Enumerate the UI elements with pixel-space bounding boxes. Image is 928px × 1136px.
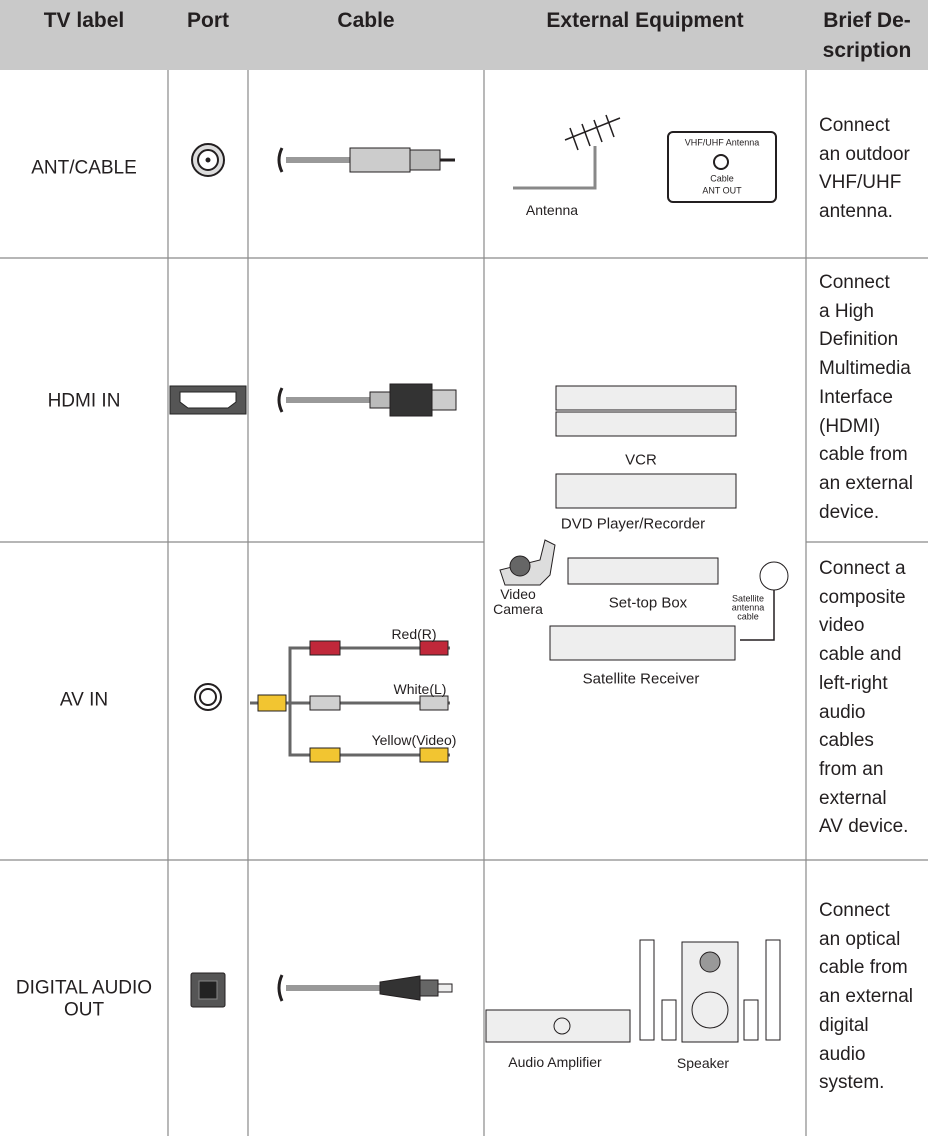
equipment-label: DVD Player/Recorder [560,515,706,533]
description-line: Connect [819,115,890,136]
tv-label: ANT/CABLE [31,157,137,179]
description-line: Connect [819,900,890,921]
equipment-label: Speaker [676,1055,730,1071]
cable-label: White(L) [393,681,447,697]
description-line: cable from [819,444,908,466]
description-line: Connect [819,272,890,293]
equipment-label: Satellite Receiver [582,670,700,688]
header-cell: TV label [43,9,125,32]
description-line: system. [819,1072,885,1094]
description-line: from an [819,758,884,780]
description-line: video [819,615,865,637]
description-line: cable and [819,644,902,666]
description-line: external [819,787,887,809]
equipment-label: Satellite [731,593,765,604]
equipment-label: ANT OUT [702,185,742,196]
equipment-label: Cable [710,173,734,184]
description-line: Connect a [819,558,906,579]
description-line: cable from [819,957,908,979]
header-cell: Port [187,9,229,32]
description-line: an external [819,986,914,1008]
description-line: an external [819,472,914,494]
description-line: left-right [819,672,888,694]
tv-label: OUT [63,999,105,1021]
equipment-label: antenna [731,602,765,613]
description-line: audio [819,1043,866,1065]
description-line: digital [819,1014,869,1036]
equipment-label: Video [500,586,536,602]
equipment-label: VCR [625,451,657,469]
description-line: audio [819,701,866,723]
header-cell: scription [822,39,912,62]
equipment-label: Audio Amplifier [508,1054,602,1070]
description-line: composite [819,586,906,608]
header-cell: Brief De- [823,9,911,32]
equipment-label: VHF/UHF Antenna [684,137,760,148]
description-line: VHF/UHF [819,172,902,194]
description-line: device. [819,501,880,523]
equipment-label: Camera [493,601,543,617]
equipment-label: Antenna [525,202,579,218]
header-cell: Cable [337,9,395,32]
tv-label: AV IN [59,689,109,711]
cable-label: Yellow(Video) [371,732,457,748]
tv-label: DIGITAL AUDIO [15,977,153,999]
description-line: cables [819,730,874,752]
description-line: (HDMI) [819,415,881,437]
cable-label: Red(R) [391,626,437,642]
description-line: Interface [819,386,893,408]
description-line: Definition [819,329,899,351]
description-line: a High [819,300,874,322]
description-line: Multimedia [819,358,911,380]
description-line: antenna. [819,201,893,223]
description-line: an outdoor [819,143,910,165]
equipment-label: Set-top Box [608,594,688,612]
tv-label: HDMI IN [47,390,121,412]
description-line: AV device. [819,816,909,838]
description-line: an optical [819,928,901,950]
header-cell: External Equipment [546,9,744,32]
equipment-label: cable [737,611,759,622]
